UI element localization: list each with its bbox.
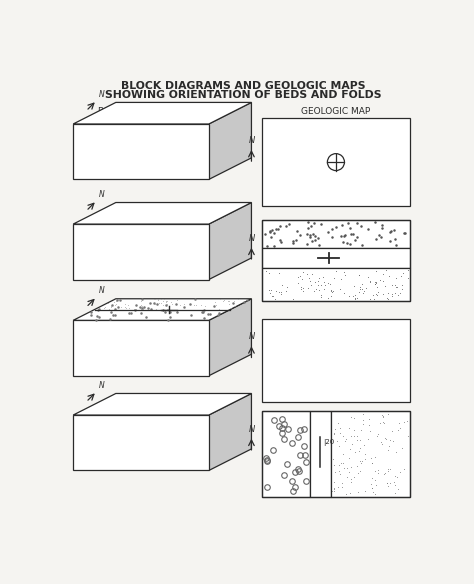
Text: N: N [99, 190, 104, 199]
Bar [262, 268, 410, 301]
Bar [262, 220, 410, 301]
Text: BLOCK DIAGRAM.: BLOCK DIAGRAM. [98, 107, 176, 116]
Bar [310, 411, 330, 498]
Text: BLOCK DIAGRAMS AND GEOLOGIC MAPS: BLOCK DIAGRAMS AND GEOLOGIC MAPS [121, 81, 365, 91]
Bar [262, 411, 410, 498]
Text: N: N [99, 286, 104, 295]
Text: N: N [248, 135, 255, 145]
Polygon shape [209, 299, 251, 376]
Polygon shape [209, 394, 251, 471]
Text: GEOLOGIC MAP: GEOLOGIC MAP [301, 107, 370, 116]
Polygon shape [73, 124, 209, 179]
Bar [262, 118, 410, 206]
Text: N: N [99, 90, 104, 99]
Bar [262, 248, 410, 268]
Polygon shape [73, 224, 209, 280]
Polygon shape [209, 203, 251, 280]
Polygon shape [73, 203, 251, 224]
Bar [262, 411, 310, 498]
Text: N: N [248, 234, 255, 242]
Text: N: N [248, 332, 255, 341]
Text: |20: |20 [323, 439, 334, 446]
Polygon shape [73, 321, 209, 376]
Polygon shape [209, 102, 251, 179]
Bar [262, 319, 410, 402]
Polygon shape [73, 299, 251, 321]
Text: N: N [99, 381, 104, 390]
Polygon shape [73, 102, 251, 124]
Text: N: N [248, 425, 255, 433]
Polygon shape [73, 415, 209, 471]
Bar [262, 220, 410, 248]
Bar [330, 411, 410, 498]
Text: SHOWING ORIENTATION OF BEDS AND FOLDS: SHOWING ORIENTATION OF BEDS AND FOLDS [105, 90, 381, 100]
Polygon shape [73, 394, 251, 415]
